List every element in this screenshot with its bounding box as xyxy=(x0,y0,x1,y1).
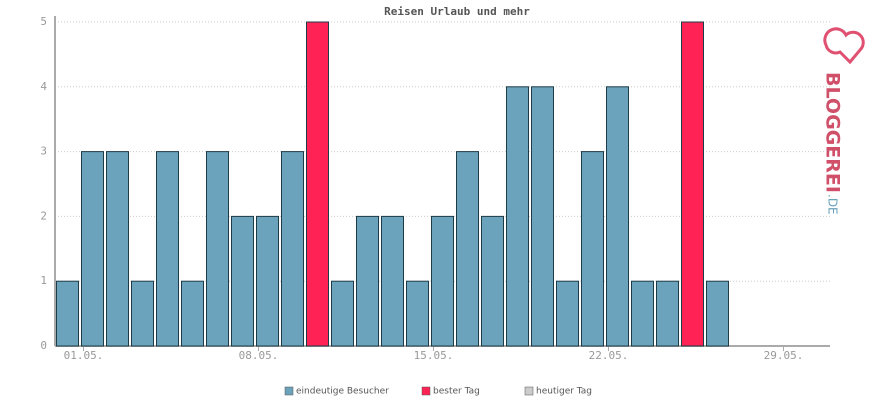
bar xyxy=(356,215,379,347)
y-tick-label: 5 xyxy=(40,15,47,28)
logo: BLOGGEREI .DE xyxy=(822,27,865,215)
legend-swatch xyxy=(524,386,534,396)
bar xyxy=(331,280,354,347)
bar xyxy=(306,21,329,347)
bar xyxy=(281,151,304,347)
legend-swatch xyxy=(421,386,431,396)
x-tick-label: 22.05. xyxy=(589,349,629,362)
bar xyxy=(131,280,154,347)
legend-label: heutiger Tag xyxy=(536,387,592,397)
x-tick-label: 01.05. xyxy=(64,349,104,362)
bar xyxy=(181,280,204,347)
bar xyxy=(581,151,604,347)
chart-title: Reisen Urlaub und mehr xyxy=(384,5,530,18)
bar xyxy=(531,86,554,347)
logo-suffix: .DE xyxy=(826,194,840,215)
bar xyxy=(156,151,179,347)
bar xyxy=(231,215,254,347)
y-tick-label: 0 xyxy=(40,339,47,352)
bar xyxy=(706,280,729,347)
bar xyxy=(381,215,404,347)
bar xyxy=(256,215,279,347)
y-tick-label: 4 xyxy=(40,80,47,93)
bar xyxy=(456,151,479,347)
x-tick-label: 15.05. xyxy=(414,349,454,362)
bar xyxy=(406,280,429,347)
bar xyxy=(506,86,529,347)
bar xyxy=(631,280,654,347)
bar xyxy=(556,280,579,347)
bar xyxy=(106,151,129,347)
y-tick-label: 3 xyxy=(40,145,47,158)
logo-text: BLOGGEREI xyxy=(822,72,844,193)
bar xyxy=(81,151,104,347)
bar xyxy=(656,280,679,347)
x-tick-label: 29.05. xyxy=(764,349,804,362)
legend-swatch xyxy=(284,386,294,396)
bar xyxy=(681,21,704,347)
bar xyxy=(606,86,629,347)
y-tick-label: 1 xyxy=(40,274,47,287)
y-tick-label: 2 xyxy=(40,209,47,222)
x-tick-label: 08.05. xyxy=(239,349,279,362)
bar xyxy=(206,151,229,347)
bar xyxy=(431,215,454,347)
logo-icon xyxy=(823,27,865,65)
legend-label: bester Tag xyxy=(433,387,480,397)
bar xyxy=(56,280,79,347)
legend-label: eindeutige Besucher xyxy=(296,387,389,397)
bar xyxy=(481,215,504,347)
